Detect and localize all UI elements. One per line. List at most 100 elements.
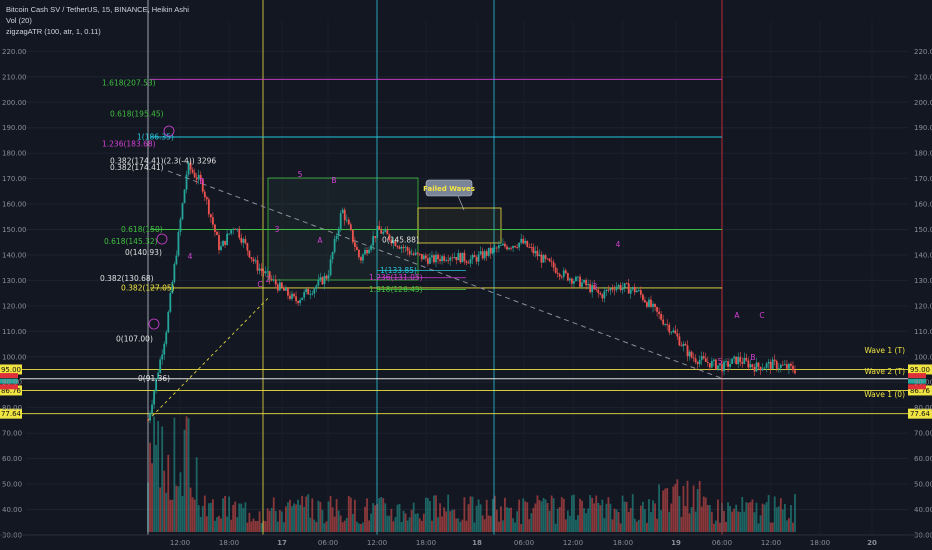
volume-bar — [216, 517, 218, 532]
volume-bar — [327, 501, 330, 532]
candle-body — [207, 199, 210, 215]
volume-bar — [627, 512, 630, 532]
volume-bar — [329, 495, 332, 532]
candle-body — [773, 359, 776, 362]
volume-bar — [597, 502, 600, 532]
volume-bar — [520, 523, 523, 532]
price-tag-right-text: 86.76 — [910, 387, 931, 395]
candle-body — [583, 280, 585, 283]
candle-body — [564, 270, 567, 274]
candle-body — [173, 264, 176, 282]
volume-bar — [542, 497, 545, 532]
candle-body — [396, 245, 399, 247]
candle-body — [769, 361, 772, 369]
candle-body — [392, 240, 395, 244]
candle-body — [550, 261, 553, 263]
candle-body — [751, 364, 754, 368]
candle-body — [262, 270, 265, 274]
y-tick-left: 50.00 — [2, 481, 22, 489]
candle-body — [646, 302, 648, 307]
candle-body — [502, 243, 504, 246]
candle-body — [376, 225, 379, 238]
y-tick-right: 190.00 — [914, 124, 932, 132]
candle-body — [593, 285, 596, 290]
volume-bar — [702, 496, 705, 532]
volume-bar — [540, 501, 543, 532]
candle-body — [556, 272, 559, 274]
volume-bar — [554, 523, 557, 532]
candle-body — [637, 290, 640, 291]
fib-label: 0.382(174.41) — [110, 163, 164, 172]
fib-label: 0(107.00) — [116, 334, 153, 343]
volume-bar — [469, 496, 472, 532]
volume-bar — [392, 521, 395, 532]
candle-body — [390, 240, 393, 244]
volume-bar — [435, 495, 437, 532]
y-tick-right: 110.00 — [914, 328, 932, 336]
volume-bar — [256, 520, 259, 532]
candle-body — [678, 336, 681, 346]
candle-body — [544, 255, 547, 259]
candle-body — [443, 256, 446, 261]
candle-body — [353, 242, 356, 247]
zigzag-indicator[interactable]: zigzagATR (100, atr, 1, 0.11) — [6, 27, 101, 36]
candle-body — [672, 330, 675, 333]
volume-bar — [151, 463, 153, 532]
volume-bar — [303, 506, 306, 532]
candle-body — [382, 231, 385, 234]
volume-bar — [694, 511, 697, 532]
volume-bar — [785, 520, 788, 532]
volume-bar — [727, 502, 729, 532]
volume-bar — [270, 507, 273, 532]
candle-body — [560, 276, 563, 278]
volume-bar — [516, 511, 519, 532]
candle-body — [745, 357, 748, 361]
volume-bar — [313, 519, 316, 532]
volume-bar — [603, 518, 606, 532]
volume-indicator[interactable]: Vol (20) — [6, 16, 32, 25]
volume-bar — [599, 505, 602, 532]
candle-body — [727, 361, 729, 367]
candle-body — [660, 313, 663, 320]
wave-boxes — [267, 177, 502, 281]
volume-bar — [380, 496, 383, 532]
symbol-title[interactable]: Bitcoin Cash SV / TetherUS, 15, BINANCE,… — [6, 5, 189, 14]
volume-bar — [668, 511, 671, 532]
candle-body — [356, 246, 358, 250]
candle-body — [179, 219, 182, 232]
candle-body — [725, 361, 727, 363]
volume-bar — [353, 499, 356, 532]
candle-body — [644, 300, 646, 303]
volume-bar — [678, 495, 681, 532]
candle-body — [617, 285, 620, 287]
candle-body — [201, 179, 204, 192]
volume-bar — [250, 521, 253, 532]
volume-bar — [449, 511, 452, 532]
fib-label: 1(133.85) — [380, 266, 417, 275]
price-tag-right — [908, 408, 932, 419]
volume-bar — [613, 508, 616, 532]
volume-bar — [680, 516, 683, 532]
volume-bar — [218, 515, 220, 532]
volume-bar — [717, 499, 719, 532]
candle-body — [351, 229, 354, 243]
fib-label: 0.618(145.32) — [104, 237, 158, 246]
candle-body — [554, 267, 557, 273]
volume-bar — [510, 507, 512, 532]
volume-bar — [410, 509, 413, 532]
candle-body — [203, 191, 206, 198]
volume-bar — [236, 517, 239, 532]
volume-bar — [390, 508, 393, 532]
volume-bar — [374, 505, 377, 532]
candle-body — [611, 288, 614, 290]
volume-bar — [214, 520, 216, 532]
volume-bar — [489, 516, 492, 532]
y-tick-right: 100.00 — [914, 353, 932, 361]
candle-body — [650, 299, 652, 307]
y-tick-right: 140.00 — [914, 251, 932, 259]
candle-body — [609, 288, 612, 291]
candle-body — [165, 332, 168, 344]
wave-circle — [156, 233, 168, 245]
candle-body — [471, 255, 474, 260]
